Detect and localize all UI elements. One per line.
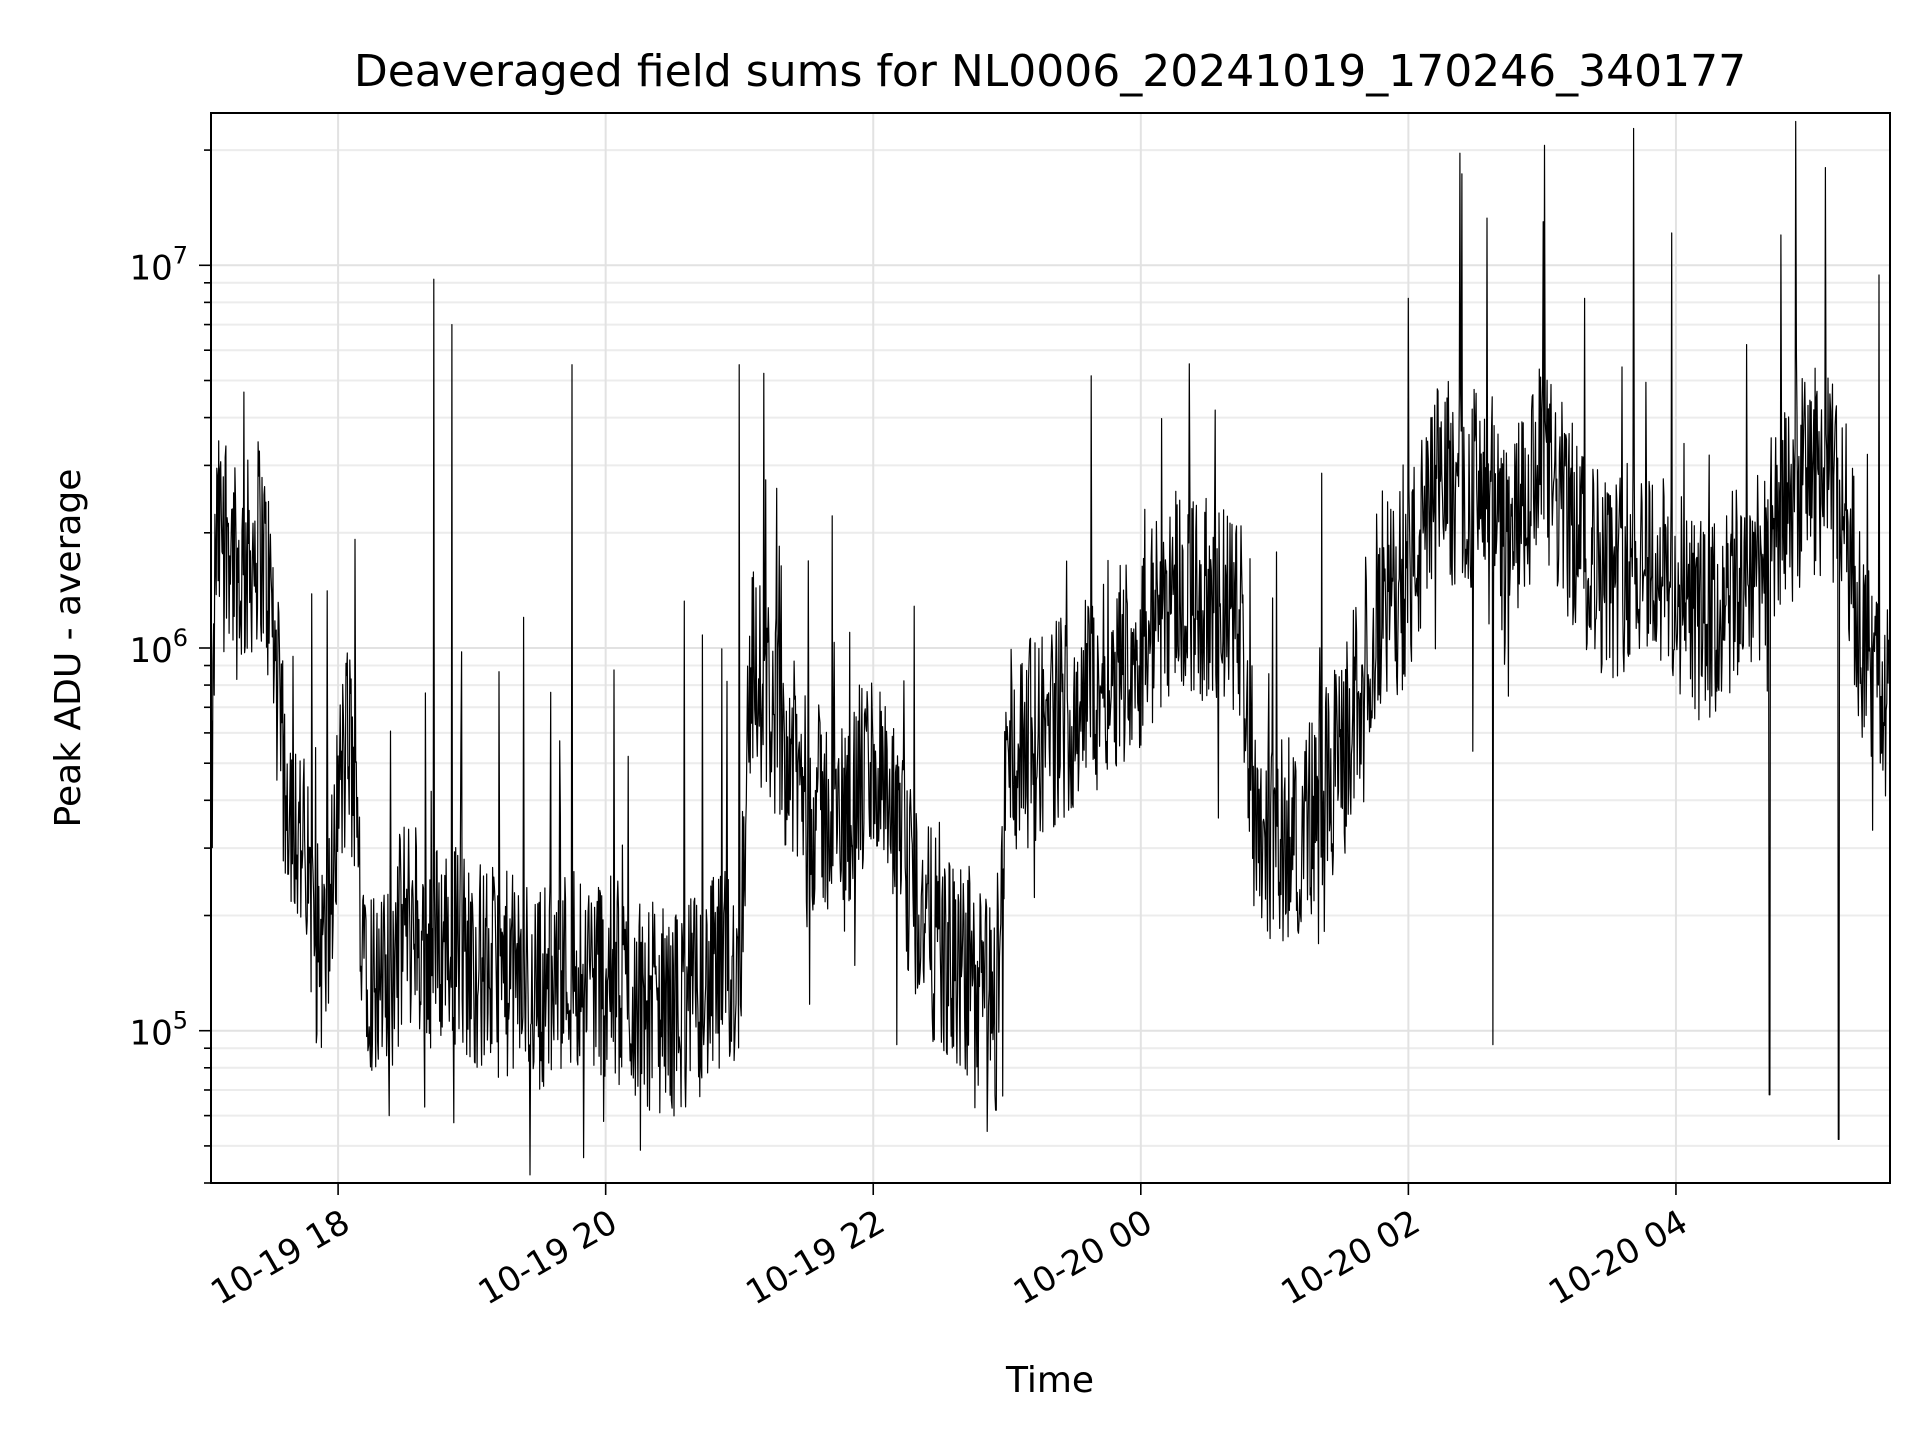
y-tick-label-base: 10 — [129, 248, 172, 288]
y-axis-label: Peak ADU - average — [48, 469, 89, 828]
y-tick-label: 106 — [129, 624, 188, 671]
y-tick-label: 105 — [129, 1007, 188, 1054]
y-tick-label-exponent: 7 — [173, 241, 188, 269]
chart-title: Deaveraged field sums for NL0006_2024101… — [354, 46, 1746, 97]
y-tick-label: 107 — [129, 241, 188, 288]
y-tick-label-exponent: 5 — [173, 1007, 188, 1035]
y-tick-label-base: 10 — [129, 1014, 172, 1054]
plot-frame — [210, 112, 1891, 1184]
series-line — [210, 120, 1891, 1176]
y-tick-label-base: 10 — [129, 631, 172, 671]
x-axis-label: Time — [1005, 1360, 1094, 1401]
y-tick-label-exponent: 6 — [173, 624, 188, 652]
